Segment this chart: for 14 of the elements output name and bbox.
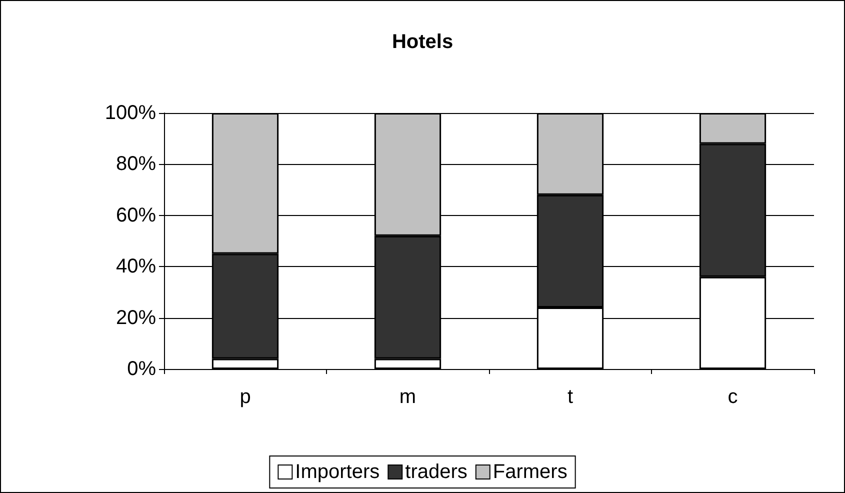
y-tick-label: 60% [116, 204, 156, 226]
y-tick-label: 100% [104, 102, 156, 124]
legend-label: Importers [295, 461, 380, 483]
legend-label: traders [405, 461, 468, 483]
x-tick-label: c [728, 386, 738, 408]
y-tick-label: 80% [116, 153, 156, 176]
chart-title: Hotels [392, 31, 454, 53]
legend-label: Farmers [492, 461, 568, 483]
y-tick-label: 20% [116, 306, 156, 329]
x-tick-label: p [240, 386, 251, 408]
x-tick-label: m [399, 386, 416, 408]
y-tick-label: 40% [116, 256, 156, 278]
x-tick-label: t [567, 386, 574, 408]
y-tick-label: 0% [127, 358, 156, 380]
